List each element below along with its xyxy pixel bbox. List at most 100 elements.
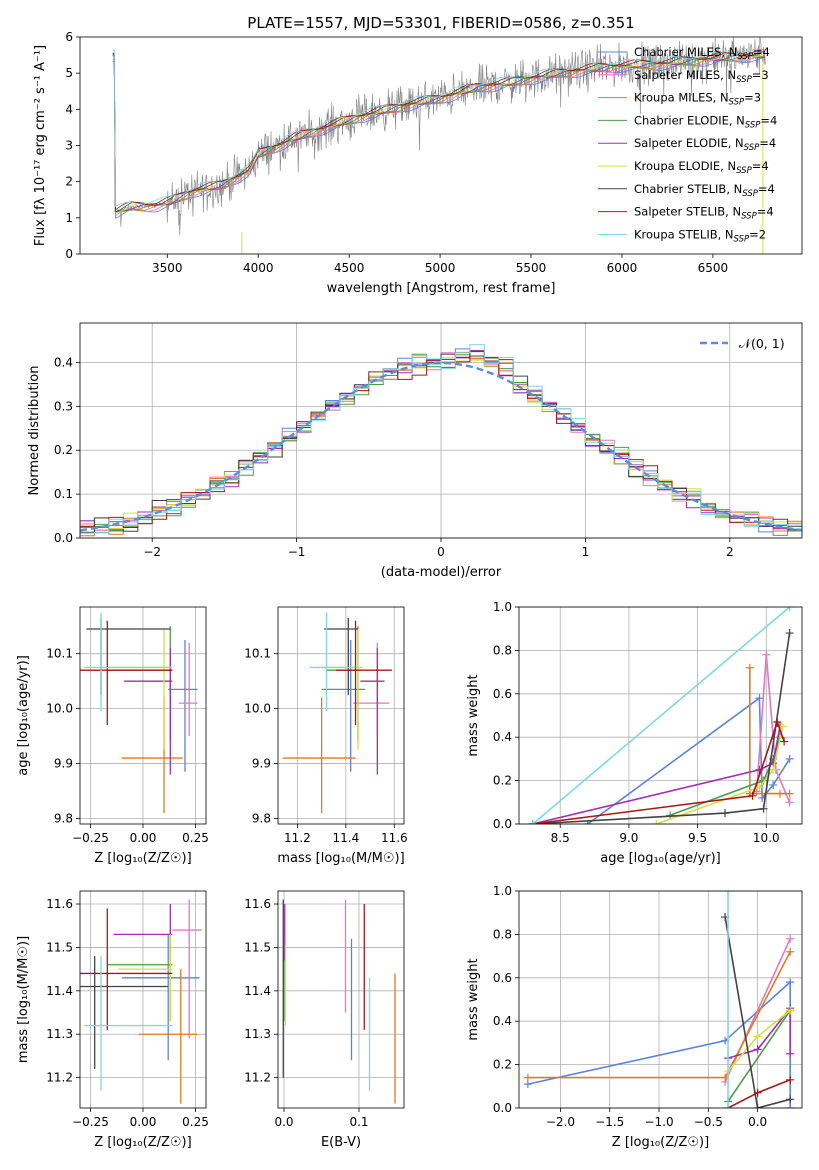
series-marker xyxy=(748,791,757,800)
normal-reference-line xyxy=(80,361,802,532)
y-tick-label: 9.8 xyxy=(54,812,73,826)
y-axis-label: mass [log₁₀(M/M☉)] xyxy=(16,936,31,1063)
x-tick-label: 9.5 xyxy=(688,831,707,845)
y-tick-label: 0.4 xyxy=(493,730,512,744)
series-marker xyxy=(528,820,537,824)
x-tick-label: 0.25 xyxy=(182,831,209,845)
tick-labels: −0.25 0.00 0.25 9.8 9.9 10.0 10.1 xyxy=(46,647,209,845)
series-marker xyxy=(769,765,778,774)
legend-label-sub: SSP xyxy=(745,120,761,130)
histogram-step-line xyxy=(80,344,802,534)
x-tick-label: 10.0 xyxy=(753,831,780,845)
error-bar-point xyxy=(80,620,173,726)
series-marker xyxy=(786,1075,795,1084)
legend-label-text: Salpeter MILES, N xyxy=(634,68,736,82)
x-tick-label: 5500 xyxy=(516,261,547,275)
y-tick-label: 10.0 xyxy=(46,702,73,716)
series-marker xyxy=(762,650,771,659)
legend-label-text: Kroupa MILES, N xyxy=(634,91,729,105)
legend-label-text: Kroupa STELIB, N xyxy=(634,227,734,241)
legend-label-sub: SSP xyxy=(736,166,752,176)
x-tick-label: −2 xyxy=(143,545,161,559)
x-tick-label: −1.0 xyxy=(644,1115,673,1129)
y-tick-label: 11.6 xyxy=(46,897,73,911)
series-marker xyxy=(523,1073,532,1082)
y-tick-label: 4 xyxy=(65,102,73,116)
series-line xyxy=(532,726,781,824)
legend-label-sub: SSP xyxy=(734,234,750,244)
legend-label-sub: SSP xyxy=(736,75,752,85)
x-tick-label: 11.4 xyxy=(332,831,359,845)
error-bar-point xyxy=(321,639,366,772)
error-bar-point xyxy=(178,642,198,737)
x-axis-label: Z [log₁₀(Z/Z☉)] xyxy=(94,1135,191,1150)
y-tick-label: 0.1 xyxy=(54,487,73,501)
y-tick-label: 1.0 xyxy=(493,600,512,614)
error-bar-point xyxy=(172,899,202,1039)
series-line xyxy=(532,719,785,824)
legend-label: Chabrier ELODIE, NSSP=4 xyxy=(634,113,777,130)
series-marker xyxy=(785,607,794,611)
observed-spectrum-line xyxy=(112,37,766,236)
x-axis-label: Z [log₁₀(Z/Z☉)] xyxy=(612,1135,709,1150)
y-tick-label: 0.6 xyxy=(493,687,512,701)
chart-mass-vs-Z: −0.25 0.00 0.25 11.2 11.3 11.4 11.5 11.6 Z [log₁… xyxy=(16,890,209,1150)
x-tick-label: 0.25 xyxy=(182,1115,209,1129)
y-tick-label: 11.3 xyxy=(46,1027,73,1041)
error-bar-point xyxy=(138,969,198,1104)
axes-frame xyxy=(518,606,803,825)
legend-label: Chabrier MILES, NSSP=4 xyxy=(634,45,770,62)
y-tick-label: 2 xyxy=(65,175,73,189)
x-tick-label: −0.25 xyxy=(72,831,109,845)
legend-label-text: Chabrier STELIB, N xyxy=(634,182,742,196)
x-tick-label: −1 xyxy=(288,545,306,559)
chart-residuals: −2 −1 0 1 2 0.0 0.1 0.2 0.3 0.4 (data-model)/error… xyxy=(27,322,803,580)
legend-label-suffix: =4 xyxy=(752,159,769,173)
x-tick-label: −0.25 xyxy=(72,1115,109,1129)
series-marker xyxy=(769,780,778,789)
series-marker xyxy=(785,629,794,638)
x-tick-label: 11.2 xyxy=(284,831,311,845)
y-tick-label: 11.3 xyxy=(244,1027,271,1041)
y-axis-label: mass weight xyxy=(466,674,481,756)
legend-label-suffix: =4 xyxy=(753,45,770,59)
error-bar-point xyxy=(122,697,183,814)
tick-labels: 11.2 11.4 11.6 9.8 9.9 10.0 10.1 xyxy=(244,647,407,845)
y-tick-label: 9.8 xyxy=(252,812,271,826)
series-marker xyxy=(753,1032,762,1041)
legend-label-text: Chabrier MILES, N xyxy=(634,45,737,59)
legend-label-sub: SSP xyxy=(742,189,758,199)
x-tick-label: 11.6 xyxy=(381,831,408,845)
y-tick-label: 0.8 xyxy=(493,643,512,657)
y-tick-label: 0.2 xyxy=(493,774,512,788)
x-tick-label: 0 xyxy=(437,545,445,559)
series-line xyxy=(656,726,784,824)
axes-frame xyxy=(79,606,207,825)
x-tick-label: 4000 xyxy=(243,261,274,275)
grid-lines xyxy=(278,607,404,824)
tick-labels: −2 −1 0 1 2 0.0 0.1 0.2 0.3 0.4 xyxy=(54,355,734,559)
y-tick-label: 11.2 xyxy=(244,1071,271,1085)
x-tick-label: 0.00 xyxy=(130,831,157,845)
y-tick-label: 11.4 xyxy=(46,984,73,998)
axes-frame xyxy=(79,890,207,1109)
y-tick-label: 0.0 xyxy=(493,1101,512,1115)
x-axis-label: E(B-V) xyxy=(321,1135,361,1150)
error-bar-point xyxy=(360,648,385,775)
x-tick-label: 6500 xyxy=(698,261,729,275)
series-marker xyxy=(786,978,795,987)
x-tick-label: 5000 xyxy=(425,261,456,275)
x-axis-label: Z [log₁₀(Z/Z☉)] xyxy=(94,851,191,866)
y-tick-label: 0.4 xyxy=(54,355,73,369)
error-bar-point xyxy=(107,626,173,742)
error-bar-point xyxy=(80,956,169,1069)
x-tick-label: 0.00 xyxy=(130,1115,157,1129)
error-bar-point xyxy=(84,956,173,1091)
series-marker xyxy=(776,789,785,798)
error-bar-point xyxy=(336,620,392,726)
y-tick-label: 11.5 xyxy=(46,940,73,954)
legend-label-sub: SSP xyxy=(729,98,745,108)
series-marker xyxy=(785,754,794,763)
error-bar-point xyxy=(84,612,173,712)
tick-labels: 8.5 9.0 9.5 10.0 0.0 0.2 0.4 0.6 0.8 1.0 xyxy=(493,600,780,845)
